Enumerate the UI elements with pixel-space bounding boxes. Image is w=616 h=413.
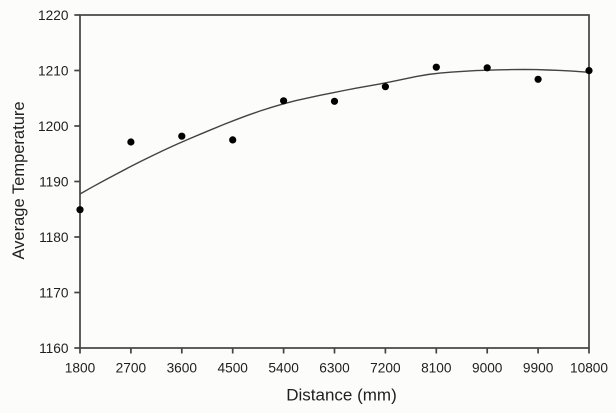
svg-text:1800: 1800 bbox=[65, 360, 96, 375]
svg-text:Average Temperature: Average Temperature bbox=[10, 101, 28, 259]
svg-text:2700: 2700 bbox=[116, 360, 147, 375]
svg-text:6300: 6300 bbox=[319, 360, 350, 375]
svg-text:7200: 7200 bbox=[370, 360, 401, 375]
svg-text:1180: 1180 bbox=[39, 230, 69, 245]
svg-text:5400: 5400 bbox=[268, 360, 299, 375]
svg-text:8100: 8100 bbox=[421, 360, 452, 375]
svg-text:Distance (mm): Distance (mm) bbox=[286, 386, 397, 405]
svg-text:1160: 1160 bbox=[39, 341, 69, 356]
svg-text:1170: 1170 bbox=[39, 285, 69, 300]
svg-text:1200: 1200 bbox=[38, 119, 69, 134]
svg-text:1210: 1210 bbox=[38, 63, 69, 78]
svg-text:9900: 9900 bbox=[523, 360, 554, 375]
svg-text:1190: 1190 bbox=[39, 174, 69, 189]
svg-text:9000: 9000 bbox=[472, 360, 503, 375]
svg-text:10800: 10800 bbox=[570, 360, 608, 375]
svg-text:1220: 1220 bbox=[38, 8, 69, 23]
svg-text:4500: 4500 bbox=[217, 360, 248, 375]
svg-text:3600: 3600 bbox=[167, 360, 198, 375]
